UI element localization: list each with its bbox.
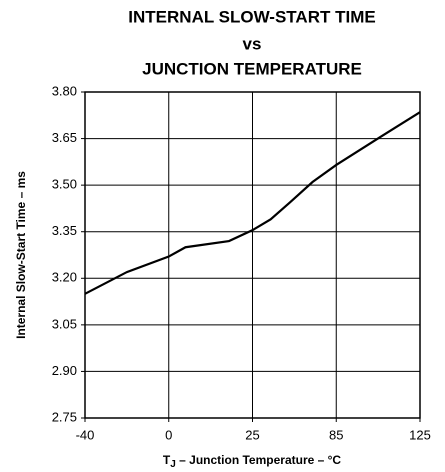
plot-frame (84, 91, 421, 419)
y-tick-label: 3.05 (52, 316, 77, 331)
y-tick-label: 2.75 (52, 409, 77, 424)
y-tick-label: 3.35 (52, 223, 77, 238)
x-tick-label: 25 (245, 427, 259, 442)
y-tick-label: 3.65 (52, 130, 77, 145)
x-axis-text: – Junction Temperature – °C (176, 453, 342, 467)
y-tick-label: 3.50 (52, 177, 77, 192)
y-tick-label: 3.20 (52, 270, 77, 285)
x-tick-label: 125 (409, 427, 431, 442)
x-tick-label: 85 (329, 427, 343, 442)
data-line (84, 111, 421, 295)
x-axis-title: TJ – Junction Temperature – °C (163, 453, 342, 469)
x-tick-label: -40 (76, 427, 95, 442)
chart-title: JUNCTION TEMPERATURE (142, 59, 362, 78)
y-tick-label: 3.80 (52, 83, 77, 98)
chart-title: vs (243, 34, 262, 53)
y-axis-title: Internal Slow-Start Time – ms (14, 171, 28, 339)
x-axis-subscript: J (170, 459, 176, 470)
chart-title: INTERNAL SLOW-START TIME (128, 7, 375, 26)
x-axis-symbol: T (163, 453, 171, 467)
y-tick-label: 2.90 (52, 363, 77, 378)
x-tick-label: 0 (165, 427, 172, 442)
